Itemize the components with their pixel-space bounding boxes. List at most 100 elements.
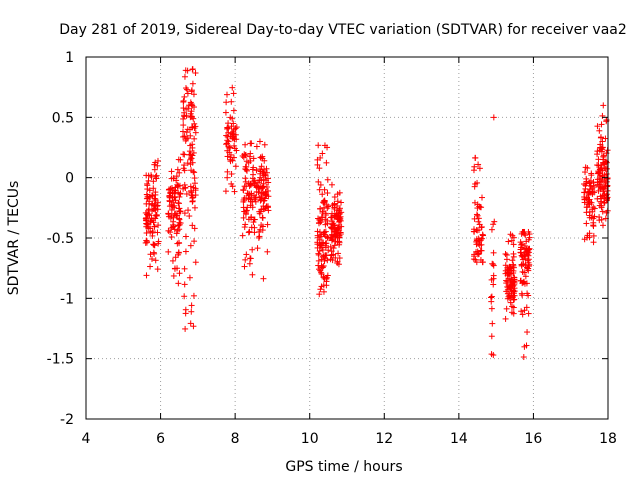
data-point — [598, 216, 605, 223]
data-point — [250, 171, 257, 178]
data-point — [259, 223, 266, 230]
data-point — [490, 114, 497, 121]
data-point — [589, 185, 596, 192]
data-point — [318, 269, 325, 276]
data-point — [223, 132, 230, 139]
data-point — [598, 165, 605, 172]
data-point — [250, 219, 257, 226]
data-point — [599, 192, 606, 199]
data-point — [319, 150, 326, 157]
data-point — [502, 250, 509, 257]
x-tick-label: 16 — [525, 431, 543, 447]
data-point — [320, 262, 327, 269]
data-point — [315, 262, 322, 269]
data-point — [594, 195, 601, 202]
data-point — [331, 194, 338, 201]
data-point — [322, 240, 329, 247]
data-point — [260, 176, 267, 183]
data-point — [594, 151, 601, 158]
data-point — [240, 186, 247, 193]
data-point — [316, 247, 323, 254]
grid-lines — [86, 57, 608, 419]
data-point — [598, 121, 605, 128]
data-point — [182, 310, 189, 317]
data-point — [525, 249, 532, 256]
data-point — [184, 126, 191, 133]
data-point — [229, 115, 236, 122]
data-point — [229, 84, 236, 91]
data-point — [510, 296, 517, 303]
data-point — [191, 225, 198, 232]
data-point — [602, 180, 609, 187]
data-point — [590, 204, 597, 211]
y-tick-label: 0 — [65, 171, 74, 187]
data-point — [517, 277, 524, 284]
data-point — [587, 177, 594, 184]
data-point — [250, 155, 257, 162]
data-point — [316, 291, 323, 298]
data-point — [241, 183, 248, 190]
data-point — [253, 188, 260, 195]
data-point — [175, 249, 182, 256]
data-point — [225, 125, 232, 132]
data-point — [147, 263, 154, 270]
data-point — [475, 218, 482, 225]
x-tick-label: 12 — [375, 431, 393, 447]
data-point — [175, 280, 182, 287]
data-point — [175, 222, 182, 229]
data-point — [505, 271, 512, 278]
data-point — [223, 91, 230, 98]
data-point — [226, 144, 233, 151]
data-point — [475, 235, 482, 242]
data-point — [191, 169, 198, 176]
data-point — [152, 197, 159, 204]
data-point — [315, 142, 322, 149]
data-point — [232, 131, 239, 138]
data-point — [322, 233, 329, 240]
data-point — [478, 241, 485, 248]
data-point — [314, 232, 321, 239]
data-point — [488, 226, 495, 233]
data-point — [330, 220, 337, 227]
data-point — [478, 204, 485, 211]
data-point — [153, 172, 160, 179]
data-point — [476, 165, 483, 172]
data-point — [477, 247, 484, 254]
data-point — [171, 190, 178, 197]
data-point — [233, 124, 240, 131]
data-point — [154, 162, 161, 169]
data-point — [324, 176, 331, 183]
data-point — [591, 205, 598, 212]
data-point — [251, 180, 258, 187]
data-point — [319, 264, 326, 271]
data-point — [330, 251, 337, 258]
y-tick-label: -2 — [60, 412, 74, 428]
data-point — [150, 249, 157, 256]
data-point — [170, 218, 177, 225]
data-point — [183, 112, 190, 119]
data-point — [600, 186, 607, 193]
data-point — [470, 228, 477, 235]
y-tick-label: -1 — [60, 291, 74, 307]
data-point — [599, 138, 606, 145]
data-point — [231, 145, 238, 152]
data-point — [327, 256, 334, 263]
data-point — [603, 165, 610, 172]
data-point — [165, 210, 172, 217]
data-point — [522, 273, 529, 280]
data-point — [257, 183, 264, 190]
data-point — [318, 241, 325, 248]
data-point — [522, 255, 529, 262]
data-point — [150, 241, 157, 248]
data-point — [152, 205, 159, 212]
data-point — [261, 141, 268, 148]
data-point — [316, 165, 323, 172]
data-point — [192, 187, 199, 194]
data-point — [241, 263, 248, 270]
data-point — [189, 66, 196, 73]
data-point — [316, 186, 323, 193]
data-point — [189, 124, 196, 131]
data-point — [227, 158, 234, 165]
data-point — [474, 212, 481, 219]
